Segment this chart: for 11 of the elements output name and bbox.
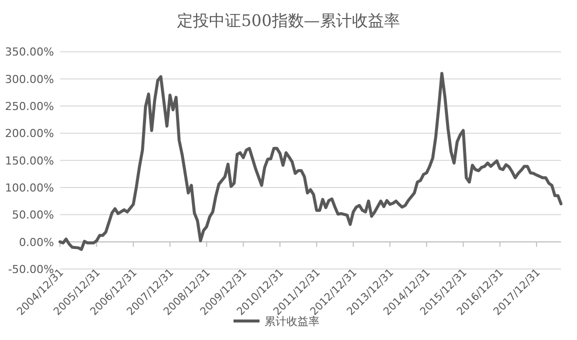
line-series	[58, 72, 562, 251]
y-tick-label: 100.00%	[5, 182, 54, 195]
legend-label: 累计收益率	[264, 315, 320, 328]
y-tick-label: 0.00%	[19, 236, 54, 249]
y-tick-label: 350.00%	[5, 46, 54, 59]
y-tick-label: 250.00%	[5, 100, 54, 114]
y-tick-label: 200.00%	[5, 127, 54, 140]
y-tick-label: 50.00%	[12, 208, 54, 222]
y-tick-label: 300.00%	[5, 72, 54, 86]
y-tick-label: 150.00%	[5, 154, 54, 168]
chart-title: 定投中证500指数—累计收益率	[177, 11, 400, 30]
